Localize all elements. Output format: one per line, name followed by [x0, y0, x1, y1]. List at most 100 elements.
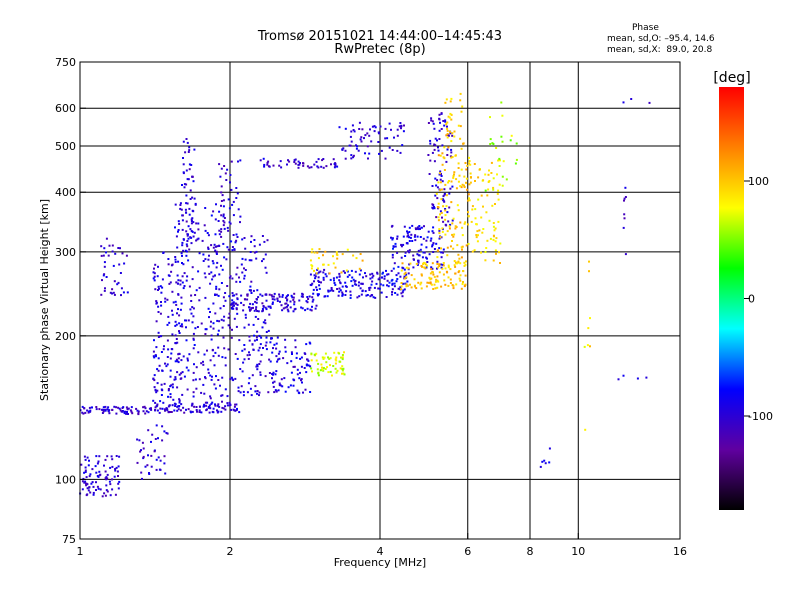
data-point — [223, 227, 226, 230]
data-point — [147, 429, 150, 432]
data-point — [239, 159, 242, 162]
data-point — [229, 378, 232, 381]
data-point — [371, 280, 374, 283]
x-tick-label: 16 — [673, 545, 687, 558]
data-point — [204, 207, 207, 209]
data-point — [230, 240, 233, 243]
data-point — [177, 308, 179, 311]
data-point — [492, 177, 495, 180]
data-point — [181, 325, 184, 328]
data-point — [492, 238, 495, 241]
data-point — [270, 294, 273, 297]
data-point — [318, 287, 321, 290]
data-point — [645, 376, 648, 379]
data-point — [284, 306, 287, 309]
data-point — [361, 259, 364, 262]
data-point — [326, 295, 329, 298]
data-point — [339, 360, 342, 363]
data-point — [89, 473, 92, 476]
data-point — [122, 291, 125, 294]
data-point — [233, 304, 235, 307]
data-point — [155, 301, 158, 304]
data-point — [388, 281, 391, 284]
data-point — [431, 244, 434, 246]
data-point — [188, 168, 191, 171]
data-point — [311, 370, 313, 373]
data-point — [294, 339, 297, 342]
data-point — [265, 308, 268, 311]
data-point — [448, 192, 451, 195]
data-point — [237, 160, 239, 163]
data-point — [271, 377, 273, 380]
data-point — [328, 357, 331, 360]
data-point — [157, 331, 160, 334]
data-point — [111, 458, 114, 461]
data-point — [488, 169, 490, 172]
data-point — [443, 188, 446, 191]
data-point — [404, 251, 407, 254]
data-point — [471, 205, 474, 208]
data-point — [359, 138, 362, 141]
data-point — [271, 301, 274, 304]
data-point — [427, 122, 430, 124]
data-point — [202, 253, 205, 256]
data-point — [220, 410, 223, 413]
data-point — [394, 292, 397, 294]
data-point — [448, 116, 451, 119]
data-point — [117, 487, 120, 490]
data-point — [240, 263, 243, 266]
data-point — [195, 222, 198, 225]
data-point — [169, 375, 172, 378]
data-point — [420, 274, 423, 277]
data-point — [439, 213, 441, 216]
data-point — [152, 277, 155, 280]
data-point — [327, 289, 330, 292]
data-point — [237, 208, 240, 211]
data-point — [171, 383, 174, 386]
data-point — [300, 379, 302, 382]
data-point — [264, 322, 267, 325]
data-point — [623, 217, 626, 220]
data-point — [244, 313, 247, 316]
data-point — [393, 282, 396, 285]
data-point — [192, 395, 195, 398]
data-point — [451, 222, 454, 225]
data-point — [448, 180, 450, 182]
data-point — [364, 134, 367, 137]
data-point — [250, 289, 252, 292]
data-point — [224, 172, 227, 175]
data-point — [207, 258, 210, 261]
data-point — [105, 276, 108, 278]
data-point — [377, 131, 380, 134]
data-point — [588, 260, 590, 263]
data-point — [155, 320, 158, 323]
data-point — [216, 404, 219, 407]
data-point — [458, 277, 461, 280]
data-point — [350, 154, 353, 157]
data-point — [139, 450, 142, 453]
data-point — [446, 125, 448, 128]
data-point — [437, 202, 440, 205]
data-point — [406, 235, 409, 238]
data-point — [443, 193, 446, 196]
data-points — [79, 92, 651, 498]
data-point — [438, 265, 441, 267]
data-point — [174, 203, 177, 206]
data-point — [338, 287, 341, 290]
data-point — [181, 228, 184, 231]
data-point — [335, 251, 338, 254]
data-point — [427, 230, 430, 233]
data-point — [430, 117, 433, 120]
data-point — [259, 293, 262, 296]
data-point — [306, 296, 309, 298]
data-point — [125, 406, 128, 409]
data-point — [195, 409, 198, 411]
data-point — [221, 194, 224, 197]
data-point — [271, 351, 274, 354]
data-point — [446, 230, 449, 233]
data-point — [436, 206, 439, 208]
data-point — [141, 441, 144, 444]
data-point — [351, 276, 354, 279]
colorbar-tick-label: 0 — [748, 293, 755, 306]
data-point — [222, 296, 225, 299]
